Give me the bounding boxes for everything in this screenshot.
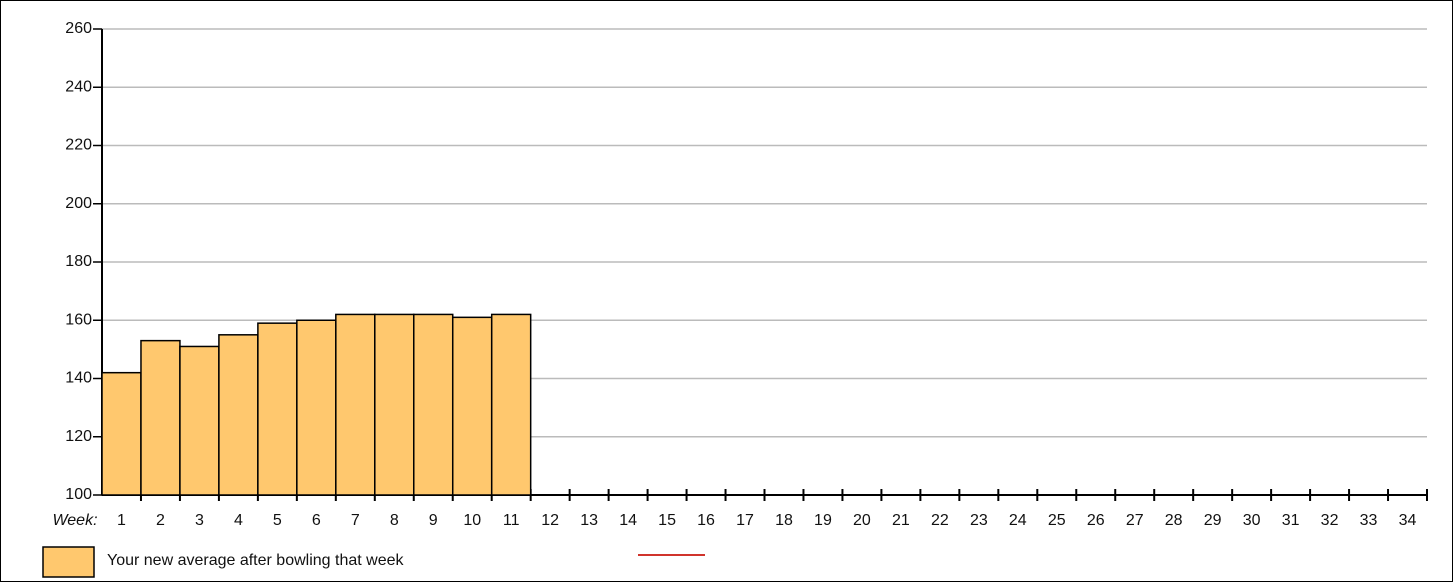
y-tick-label: 160 — [65, 311, 92, 328]
bar — [490, 313, 532, 496]
x-tick-label: 15 — [658, 512, 676, 529]
x-tick-label: 14 — [619, 512, 637, 529]
bar — [335, 313, 376, 496]
x-tick-label: 1 — [117, 512, 126, 529]
bar — [374, 313, 415, 496]
y-tick-label: 120 — [65, 428, 92, 445]
y-tick-label: 140 — [65, 370, 92, 387]
bar — [179, 345, 220, 496]
x-tick-label: 9 — [429, 512, 438, 529]
y-tick-label: 220 — [65, 137, 92, 154]
x-tick-label: 17 — [736, 512, 754, 529]
y-tick-label: 200 — [65, 195, 92, 212]
bar — [140, 339, 181, 496]
x-tick-label: 28 — [1165, 512, 1183, 529]
x-tick-label: 21 — [892, 512, 910, 529]
x-tick-label: 34 — [1399, 512, 1417, 529]
x-tick-label: 8 — [390, 512, 399, 529]
x-tick-label: 29 — [1204, 512, 1222, 529]
bar — [451, 316, 493, 496]
x-tick-label: 24 — [1009, 512, 1027, 529]
x-tick-label: 22 — [931, 512, 949, 529]
legend-swatch — [42, 546, 95, 578]
bar — [257, 322, 298, 496]
x-tick-label: 16 — [697, 512, 715, 529]
x-tick-label: 13 — [580, 512, 598, 529]
x-tick-label: 19 — [814, 512, 832, 529]
x-tick-label: 27 — [1126, 512, 1144, 529]
x-tick-label: 7 — [351, 512, 360, 529]
x-tick-label: 4 — [234, 512, 243, 529]
bar — [296, 319, 337, 496]
y-tick-label: 100 — [65, 486, 92, 503]
x-tick-label: 2 — [156, 512, 165, 529]
y-tick-label: 180 — [65, 253, 92, 270]
bar — [413, 313, 454, 496]
x-tick-label: 20 — [853, 512, 871, 529]
x-tick-label: 23 — [970, 512, 988, 529]
x-tick-label: 3 — [195, 512, 204, 529]
bar — [218, 334, 259, 496]
x-tick-label: 5 — [273, 512, 282, 529]
y-tick-label: 260 — [65, 20, 92, 37]
x-tick-label: 33 — [1360, 512, 1378, 529]
x-tick-label: 26 — [1087, 512, 1105, 529]
bar — [101, 371, 142, 496]
x-tick-label: 10 — [463, 512, 481, 529]
x-tick-label: 32 — [1321, 512, 1339, 529]
x-tick-label: 18 — [775, 512, 793, 529]
x-axis-label: Week: — [52, 512, 97, 529]
x-tick-label: 25 — [1048, 512, 1066, 529]
legend-label: Your new average after bowling that week — [107, 552, 404, 569]
x-tick-label: 6 — [312, 512, 321, 529]
x-tick-label: 30 — [1243, 512, 1261, 529]
y-tick-label: 240 — [65, 78, 92, 95]
x-tick-label: 12 — [541, 512, 559, 529]
x-tick-label: 11 — [503, 512, 520, 529]
x-tick-label: 31 — [1282, 512, 1300, 529]
